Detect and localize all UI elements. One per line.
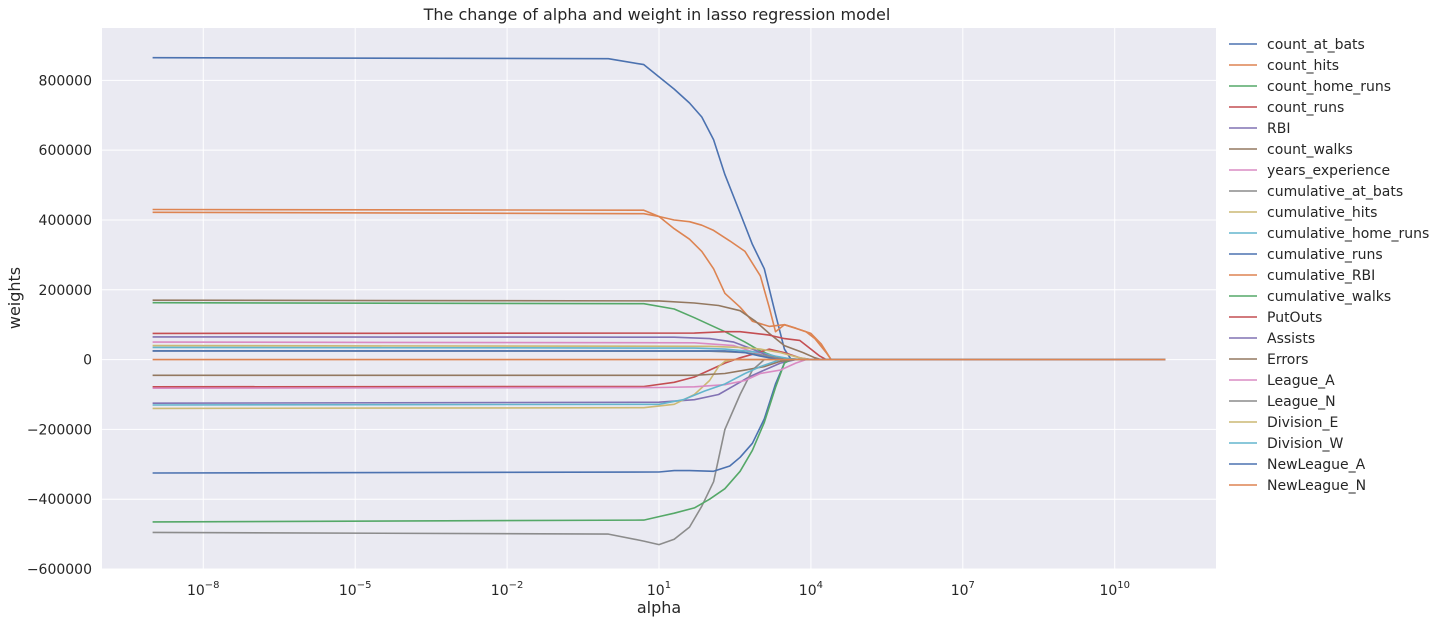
legend-item-count_at_bats: count_at_bats xyxy=(1229,37,1365,53)
x-tick-label: 1010 xyxy=(1099,580,1130,599)
series-line-cumulative_walks xyxy=(152,358,1166,523)
series-line-count_at_bats xyxy=(152,56,1166,361)
y-tick-label: 200000 xyxy=(39,283,92,299)
legend-item-count_home_runs: count_home_runs xyxy=(1229,79,1391,95)
legend-item-count_runs: count_runs xyxy=(1229,100,1344,116)
legend-label: cumulative_at_bats xyxy=(1267,184,1403,200)
legend-item-RBI: RBI xyxy=(1229,121,1290,137)
legend-label: Assists xyxy=(1267,331,1315,347)
y-axis-ticks: −600000 −400000 −200000 0 200000 400000 600000… xyxy=(27,73,92,578)
legend-label: count_home_runs xyxy=(1267,79,1391,95)
legend-label: cumulative_hits xyxy=(1267,205,1377,221)
grid-lines xyxy=(102,28,1216,570)
legend-label: NewLeague_N xyxy=(1267,478,1366,494)
y-axis-label: weights xyxy=(5,267,24,329)
legend-label: cumulative_RBI xyxy=(1267,268,1375,284)
series-line-count_walks xyxy=(152,299,1166,361)
legend-label: NewLeague_A xyxy=(1267,457,1366,473)
series-line-Division_W xyxy=(152,358,1166,406)
legend-label: years_experience xyxy=(1267,163,1390,179)
series-line-PutOuts xyxy=(152,330,1166,361)
legend-item-Errors: Errors xyxy=(1229,352,1308,368)
y-tick-label: 0 xyxy=(83,353,92,369)
legend-label: count_at_bats xyxy=(1267,37,1365,53)
legend-label: League_A xyxy=(1267,373,1335,389)
legend-label: cumulative_home_runs xyxy=(1267,226,1429,242)
legend-item-NewLeague_N: NewLeague_N xyxy=(1229,478,1366,494)
legend-item-cumulative_at_bats: cumulative_at_bats xyxy=(1229,184,1403,200)
x-axis-label: alpha xyxy=(637,598,681,617)
legend-item-League_A: League_A xyxy=(1229,373,1335,389)
legend-item-PutOuts: PutOuts xyxy=(1229,310,1322,326)
legend-item-NewLeague_A: NewLeague_A xyxy=(1229,457,1366,473)
x-tick-label: 101 xyxy=(647,580,671,599)
legend-item-count_hits: count_hits xyxy=(1229,58,1339,74)
series-line-League_A xyxy=(152,358,1166,389)
y-tick-label: 800000 xyxy=(39,73,92,89)
x-tick-label: 104 xyxy=(799,580,823,599)
legend: count_at_bats count_hits count_home_runsco… xyxy=(1229,37,1429,494)
legend-label: count_walks xyxy=(1267,142,1353,158)
legend-item-count_walks: count_walks xyxy=(1229,142,1353,158)
x-tick-label: 10−8 xyxy=(187,580,220,599)
y-tick-label: 600000 xyxy=(39,143,92,159)
legend-label: cumulative_walks xyxy=(1267,289,1391,305)
legend-label: count_runs xyxy=(1267,100,1344,116)
legend-item-Assists: Assists xyxy=(1229,331,1315,347)
legend-item-cumulative_hits: cumulative_hits xyxy=(1229,205,1377,221)
legend-label: League_N xyxy=(1267,394,1336,410)
x-tick-label: 10−5 xyxy=(339,580,372,599)
legend-item-years_experience: years_experience xyxy=(1229,163,1390,179)
legend-label: RBI xyxy=(1267,121,1290,137)
y-tick-label: −400000 xyxy=(27,492,92,508)
series-line-count_hits xyxy=(152,208,1166,361)
chart-title: The change of alpha and weight in lasso … xyxy=(423,5,891,24)
legend-item-cumulative_RBI: cumulative_RBI xyxy=(1229,268,1375,284)
legend-item-League_N: League_N xyxy=(1229,394,1336,410)
legend-label: Division_E xyxy=(1267,415,1338,431)
legend-item-cumulative_runs: cumulative_runs xyxy=(1229,247,1383,263)
y-tick-label: −200000 xyxy=(27,422,92,438)
legend-item-Division_E: Division_E xyxy=(1229,415,1338,431)
legend-label: cumulative_runs xyxy=(1267,247,1383,263)
x-tick-label: 10−2 xyxy=(491,580,524,599)
series-lines xyxy=(152,56,1166,546)
legend-label: Errors xyxy=(1267,352,1308,368)
legend-label: Division_W xyxy=(1267,436,1343,452)
legend-label: PutOuts xyxy=(1267,310,1322,326)
legend-item-cumulative_walks: cumulative_walks xyxy=(1229,289,1391,305)
legend-label: count_hits xyxy=(1267,58,1339,74)
series-line-cumulative_RBI xyxy=(152,211,1166,361)
y-tick-label: −600000 xyxy=(27,562,92,578)
y-tick-label: 400000 xyxy=(39,213,92,229)
legend-item-Division_W: Division_W xyxy=(1229,436,1343,452)
legend-item-cumulative_home_runs: cumulative_home_runs xyxy=(1229,226,1429,242)
x-tick-label: 107 xyxy=(951,580,975,599)
x-axis-ticks: 10−8 10−5 10−2 101 104 107 1010 xyxy=(187,580,1130,599)
